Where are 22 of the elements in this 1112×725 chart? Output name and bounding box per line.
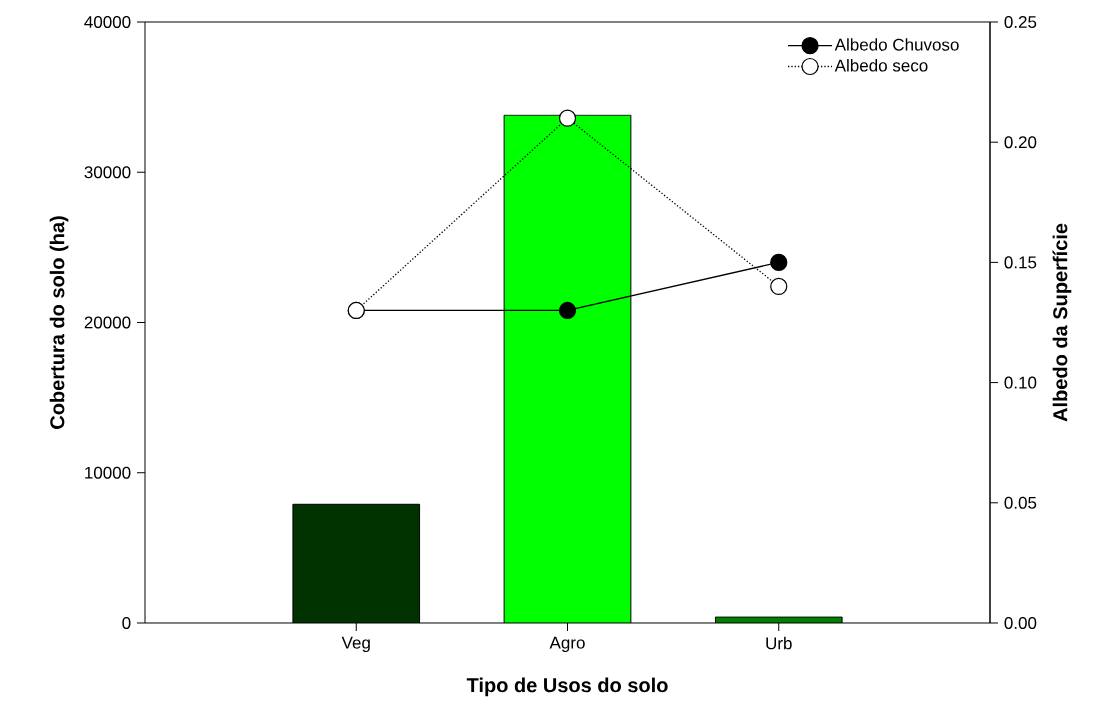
y-tick-label: 30000: [84, 166, 131, 179]
y-tick-label: 0: [122, 616, 131, 630]
y2-tick-label: 0.00: [1004, 616, 1037, 630]
y-tick-label: 20000: [84, 316, 131, 329]
point: [770, 253, 788, 271]
y-tick-label: 10000: [85, 466, 131, 479]
y2-axis-title: Albedo da Superfície: [1052, 223, 1072, 422]
legend-label: Albedo seco: [834, 59, 928, 72]
x-axis-title: Tipo de Usos do solo: [466, 677, 668, 697]
point: [558, 301, 577, 320]
y2-tick-label: 0.15: [1004, 256, 1037, 269]
legend-label: Albedo Chuvoso: [834, 38, 959, 51]
y-tick-label: 40000: [84, 15, 131, 29]
y-axis-title: Cobertura do solo (ha): [49, 216, 69, 429]
y2-tick-label: 0.20: [1004, 136, 1037, 149]
point: [558, 109, 577, 127]
y2-tick-label: 0.05: [1004, 496, 1037, 509]
y2-tick-label: 0.25: [1004, 15, 1037, 29]
x-tick-label: Agro: [549, 636, 585, 653]
x-tick-label: Veg: [341, 636, 370, 653]
y2-tick-label: 0.10: [1004, 376, 1037, 389]
x-tick-label: Urb: [766, 636, 792, 650]
